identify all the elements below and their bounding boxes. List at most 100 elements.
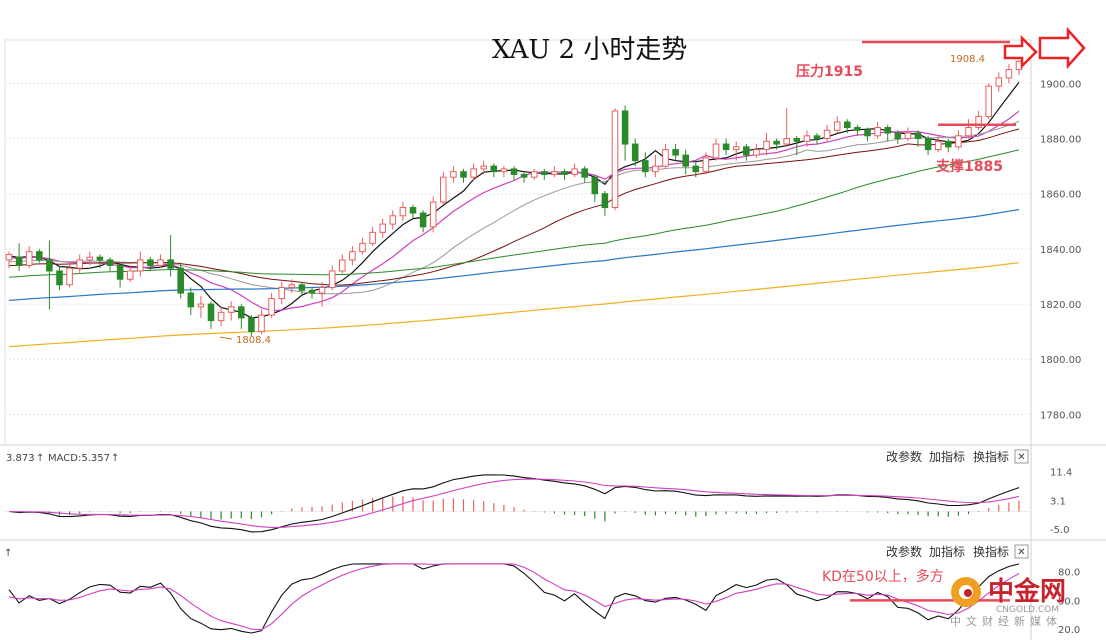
candle xyxy=(318,282,326,307)
d-line xyxy=(8,563,1020,631)
candle xyxy=(854,124,861,136)
kd-tick-label: 80.0 xyxy=(1058,568,1080,579)
candle xyxy=(702,152,710,175)
candle xyxy=(773,138,780,150)
kd-toolbar: 改参数 加指标 换指标 ✕ xyxy=(886,544,1029,559)
candle xyxy=(722,138,730,156)
candle xyxy=(914,130,922,147)
kd-axis-ticks: 80.0 50.0 20.0 xyxy=(1058,568,1080,637)
up-arrow-icon: ↑ xyxy=(111,453,119,464)
candle xyxy=(258,309,265,335)
price-tick-label: 1780.00 xyxy=(1040,410,1081,421)
candle xyxy=(96,254,104,269)
candle xyxy=(460,168,467,183)
change-params-button[interactable]: 改参数 xyxy=(886,544,922,559)
candle xyxy=(399,202,407,222)
close-glyph: ✕ xyxy=(1017,452,1025,463)
candle xyxy=(601,190,609,216)
ma10-line xyxy=(8,110,1020,312)
close-icon[interactable] xyxy=(1014,449,1029,464)
candle xyxy=(440,171,447,205)
candle xyxy=(25,246,33,269)
up-arrow-icon: ↑ xyxy=(4,548,12,559)
candle xyxy=(924,135,932,156)
k-line xyxy=(8,563,1020,634)
up-arrow-icon: ↑ xyxy=(36,453,44,464)
candle xyxy=(106,257,114,271)
change-params-button[interactable]: 改参数 xyxy=(886,449,922,464)
switch-indicator-button[interactable]: 换指标 xyxy=(973,449,1009,464)
candle xyxy=(187,287,195,316)
candle xyxy=(904,127,912,142)
candle xyxy=(955,130,962,150)
candle xyxy=(793,135,801,156)
candle xyxy=(652,155,659,178)
candle xyxy=(5,251,13,269)
price-axis-ticks: 1900.00 1880.00 1860.00 1840.00 1820.00 1800.… xyxy=(1040,79,1081,421)
candle xyxy=(631,138,639,167)
candle xyxy=(591,174,599,202)
candle xyxy=(137,251,144,277)
candle xyxy=(833,116,841,134)
chart-title: XAU 2 小时走势 xyxy=(492,35,687,65)
candle xyxy=(298,282,306,296)
ma120-line xyxy=(8,208,1020,301)
candle xyxy=(1005,64,1013,84)
candle xyxy=(682,149,689,175)
candlestick-series xyxy=(5,60,1023,337)
candle xyxy=(621,105,629,161)
candle xyxy=(520,171,528,183)
kd-tick-label: 50.0 xyxy=(1058,596,1080,607)
candle xyxy=(551,166,558,178)
close-glyph: ✕ xyxy=(1017,547,1025,558)
candle xyxy=(177,262,184,299)
candle xyxy=(783,108,790,147)
candle xyxy=(328,265,336,291)
macd-dif-line xyxy=(8,474,1020,533)
candle xyxy=(763,133,770,156)
candle xyxy=(339,254,346,274)
watermark-tagline: 中文财经新媒体 xyxy=(950,614,1062,628)
candle xyxy=(611,108,619,211)
price-tick-label: 1840.00 xyxy=(1040,245,1081,256)
macd-toolbar: 改参数 加指标 换指标 ✕ xyxy=(886,449,1029,464)
candle xyxy=(753,144,760,158)
macd-tick-label: 11.4 xyxy=(1050,468,1072,479)
high-price-label: 1908.4 xyxy=(950,54,985,65)
candle xyxy=(975,110,982,131)
candle xyxy=(571,163,578,178)
candle xyxy=(823,124,831,142)
low-price-label: 1808.4 xyxy=(236,335,271,346)
macd-tick-label: 3.1 xyxy=(1050,497,1066,508)
candle xyxy=(581,166,588,183)
macd-lines xyxy=(8,474,1020,533)
candle xyxy=(429,196,437,233)
close-icon[interactable] xyxy=(1014,544,1029,559)
candle xyxy=(884,124,891,142)
candle xyxy=(86,251,94,266)
watermark: 中金网 CNGOLD.COM 中文财经新媒体 xyxy=(950,576,1066,628)
candle xyxy=(197,295,205,318)
candle xyxy=(389,210,397,230)
candle xyxy=(530,168,538,180)
price-tick-label: 1820.00 xyxy=(1040,300,1081,311)
candle xyxy=(227,301,235,321)
candle xyxy=(15,243,23,271)
ma240-line xyxy=(8,262,1020,348)
switch-indicator-button[interactable]: 换指标 xyxy=(973,544,1009,559)
ma20-line xyxy=(8,120,1020,295)
candle xyxy=(248,315,255,337)
watermark-domain: CNGOLD.COM xyxy=(996,605,1059,615)
candle xyxy=(894,130,902,145)
add-indicator-button[interactable]: 加指标 xyxy=(929,449,965,464)
candle xyxy=(288,279,296,294)
logo-icon-dot xyxy=(964,589,972,597)
price-tick-label: 1800.00 xyxy=(1040,355,1081,366)
add-indicator-button[interactable]: 加指标 xyxy=(929,544,965,559)
candle xyxy=(662,144,669,169)
candle xyxy=(844,119,851,134)
candle xyxy=(995,72,1003,92)
candle xyxy=(66,262,73,288)
low-mark-arrow xyxy=(219,336,233,340)
